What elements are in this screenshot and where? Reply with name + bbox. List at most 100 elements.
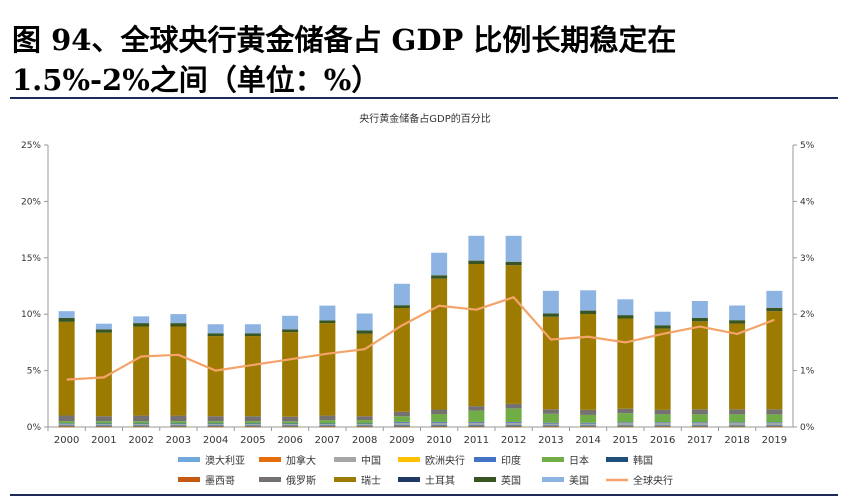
bar-segment	[58, 425, 75, 426]
bar-segment	[617, 408, 634, 414]
bar-segment	[766, 425, 783, 426]
bar-segment	[133, 426, 150, 427]
bar-segment	[691, 426, 708, 428]
x-tick-label: 2003	[166, 435, 191, 446]
bar-segment	[356, 425, 373, 426]
bar-segment	[319, 425, 336, 427]
bar-segment	[654, 409, 671, 415]
bar-segment	[393, 425, 410, 426]
page-header: 图 94、全球央行黄金储备占 GDP 比例长期稳定在 1.5%-2%之间（单位：…	[0, 0, 850, 99]
legend-swatch	[334, 457, 356, 462]
x-tick-label: 2012	[501, 435, 526, 446]
bar-segment	[95, 425, 112, 426]
y-tick-label-right: 0%	[800, 423, 815, 433]
legend-label: 全球央行	[633, 474, 673, 487]
bar-segment	[170, 425, 187, 426]
bar-segment	[95, 425, 112, 426]
legend-label: 俄罗斯	[286, 474, 316, 487]
legend-label: 英国	[501, 474, 521, 487]
x-tick-label: 2006	[277, 435, 302, 446]
bar-segment	[244, 425, 261, 426]
bar-segment	[393, 416, 410, 422]
bar-segment	[170, 423, 187, 425]
bar-segment	[431, 426, 448, 428]
x-tick-label: 2016	[650, 435, 675, 446]
bar-segment	[617, 422, 634, 426]
bar-segment	[468, 425, 485, 426]
bar-segment	[691, 317, 708, 322]
bar-segment	[319, 415, 336, 421]
bar-segment	[431, 275, 448, 279]
bar-segment	[580, 310, 597, 314]
y-tick-label-right: 4%	[800, 197, 815, 207]
bar-segment	[729, 320, 746, 324]
bar-segment	[691, 301, 708, 318]
bar-segment	[542, 413, 559, 423]
bar-segment	[729, 414, 746, 423]
legend-swatch	[474, 457, 496, 462]
bar-segment	[654, 426, 671, 427]
bar-segment	[505, 425, 522, 427]
bar-segment	[468, 425, 485, 426]
bar-segment	[282, 423, 299, 425]
bar-segment	[393, 425, 410, 426]
bar-segment	[319, 424, 336, 426]
legend-swatch	[259, 457, 281, 462]
bar-segment	[95, 423, 112, 425]
bar-segment	[542, 425, 559, 426]
bar-segment	[468, 421, 485, 423]
bar-segment	[468, 406, 485, 411]
bar-segment	[393, 426, 410, 427]
bar-segment	[207, 423, 224, 425]
bar-segment	[468, 426, 485, 427]
bar-segment	[207, 425, 224, 427]
bar-segment	[95, 421, 112, 424]
bar-segment	[244, 416, 261, 422]
bar-segment	[170, 426, 187, 427]
header-divider	[10, 97, 838, 99]
bar-segment	[431, 414, 448, 422]
bar-segment	[393, 422, 410, 426]
bar-segment	[617, 299, 634, 316]
bar-segment	[170, 426, 187, 428]
bar-segment	[468, 425, 485, 427]
y-tick-label-left: 5%	[27, 367, 42, 377]
bar-segment	[468, 235, 485, 261]
bar-segment	[617, 315, 634, 319]
bar-segment	[505, 421, 522, 423]
x-tick-label: 2010	[426, 435, 451, 446]
x-tick-label: 2017	[687, 435, 712, 446]
bar-segment	[207, 426, 224, 428]
bar-segment	[729, 425, 746, 426]
x-tick-label: 2009	[389, 435, 414, 446]
bar-segment	[580, 414, 597, 423]
bar-segment	[356, 313, 373, 331]
bar-segment	[766, 311, 783, 410]
y-tick-label-left: 25%	[21, 141, 41, 151]
bar-segment	[691, 425, 708, 426]
x-tick-label: 2018	[724, 435, 749, 446]
bar-segment	[691, 422, 708, 423]
bar-segment	[654, 414, 671, 423]
bar-segment	[133, 323, 150, 327]
bar-segment	[729, 422, 746, 423]
bar-segment	[617, 425, 634, 426]
bar-segment	[468, 426, 485, 428]
bar-segment	[58, 426, 75, 428]
axes: 0% 5% 10% 15% 20% 25% 0% 1% 2% 3% 4% 5% 2000 2001 2002…	[21, 141, 815, 446]
bar-segment	[542, 425, 559, 426]
x-tick-label: 2008	[352, 435, 377, 446]
bar-segment	[356, 420, 373, 424]
bar-segment	[580, 426, 597, 427]
bar-segment	[170, 425, 187, 426]
bar-segment	[244, 426, 261, 427]
bar-segment	[319, 426, 336, 428]
bar-segment	[617, 425, 634, 426]
bar-segment	[207, 336, 224, 417]
bar-segment	[133, 326, 150, 416]
bar-segment	[319, 305, 336, 321]
bar-segment	[691, 425, 708, 427]
bar-segment	[356, 426, 373, 427]
bar-segment	[133, 421, 150, 424]
